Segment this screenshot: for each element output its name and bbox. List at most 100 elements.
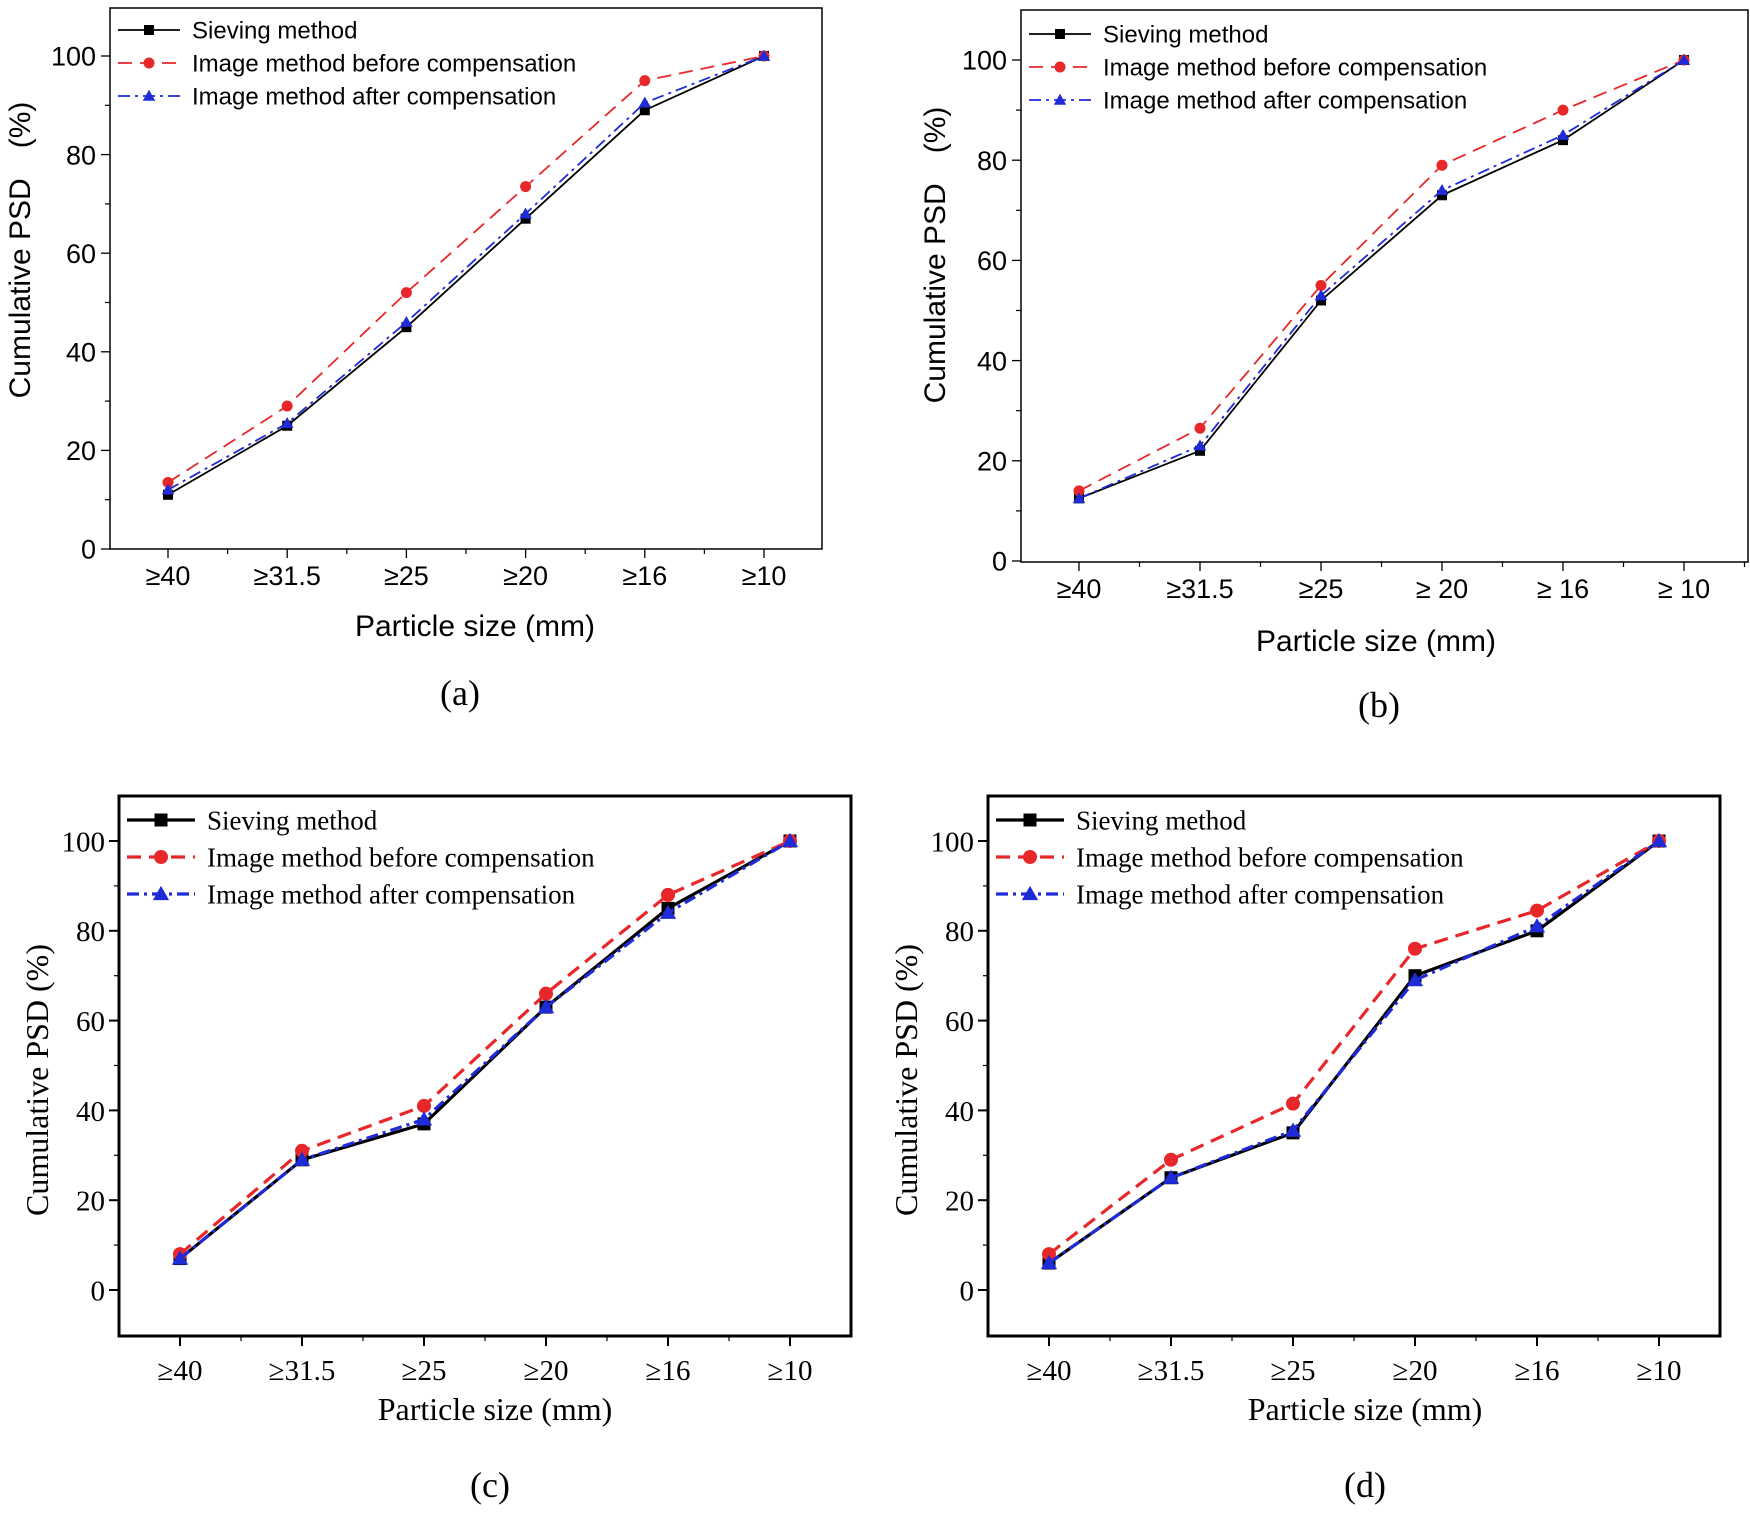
y-tick-label: 60: [66, 239, 96, 269]
y-tick-label: 20: [945, 1186, 974, 1218]
data-point: [161, 483, 175, 495]
x-tick-label: ≥25: [384, 561, 429, 591]
plot-frame: [1020, 9, 1749, 563]
data-point: [1530, 903, 1544, 918]
x-tick-label: ≥31.5: [254, 561, 321, 591]
data-point: [417, 1098, 431, 1113]
legend-label: Image method before compensation: [1103, 55, 1487, 82]
data-point: [1406, 972, 1424, 987]
chart-panel-c: 0 20 40 60 80 100 ≥40 ≥31.5 ≥25 ≥20 ≥16 ≥10 Particle…: [19, 794, 853, 1505]
series-line-3: [1048, 839, 1660, 1265]
data-point: [171, 1250, 189, 1265]
data-point: [1315, 279, 1327, 291]
y-tick-label: 60: [977, 246, 1007, 276]
legend-marker: [1023, 850, 1037, 864]
legend-label: Image method after compensation: [1076, 880, 1445, 910]
x-axis-label: Particle size (mm): [1248, 1391, 1483, 1427]
x-tick-label: ≥31.5: [1166, 574, 1233, 604]
data-point: [638, 96, 652, 108]
legend-label: Sieving method: [1103, 22, 1268, 49]
legend-label: Image method after compensation: [192, 84, 556, 111]
x-tick-label: ≥ 20: [1416, 574, 1468, 604]
data-point: [1436, 159, 1448, 171]
legend-marker: [1055, 29, 1065, 39]
legend-label: Image method after compensation: [207, 880, 576, 910]
y-axis-label: Cumulative PSD (%): [919, 107, 952, 404]
data-point: [1408, 941, 1422, 956]
data-point: [520, 181, 532, 193]
x-axis-label: Particle size (mm): [378, 1391, 613, 1427]
data-point: [661, 887, 675, 902]
y-axis-label: Cumulative PSD (%): [888, 944, 924, 1216]
data-point: [537, 999, 555, 1014]
data-point: [163, 489, 173, 500]
legend-marker: [154, 850, 168, 864]
legend-marker: [1054, 61, 1066, 73]
y-tick-label: 0: [91, 1275, 106, 1307]
x-tick-label: ≥25: [1271, 1355, 1316, 1387]
x-tick-label: ≥10: [742, 561, 787, 591]
data-point: [1162, 1169, 1180, 1184]
y-tick-label: 60: [76, 1006, 105, 1038]
x-tick-label: ≥40: [1027, 1355, 1072, 1387]
x-tick-label: ≥20: [1393, 1355, 1438, 1387]
y-tick-label: 0: [960, 1275, 975, 1307]
data-point: [1040, 1254, 1058, 1270]
data-point: [1072, 492, 1086, 504]
legend-label: Image method after compensation: [1103, 88, 1467, 115]
data-point: [1437, 190, 1447, 201]
x-tick-label: ≥16: [622, 561, 667, 591]
data-point: [293, 1151, 311, 1166]
y-tick-label: 80: [66, 140, 96, 170]
panel-label: (b): [1358, 685, 1400, 725]
legend-label: Sieving method: [1076, 806, 1247, 836]
series-line-3: [178, 839, 791, 1260]
data-point: [1650, 832, 1668, 848]
series-line-2: [178, 839, 791, 1256]
y-tick-label: 40: [76, 1096, 105, 1128]
data-point: [1284, 1122, 1302, 1137]
legend-label: Image method before compensation: [207, 843, 595, 873]
panel-label: (a): [440, 673, 480, 713]
y-tick-label: 60: [945, 1006, 974, 1038]
data-point: [1316, 295, 1326, 306]
data-point: [1164, 1152, 1178, 1167]
legend-marker: [144, 25, 154, 35]
y-axis-label: Cumulative PSD (%): [4, 102, 37, 399]
legend-label: Sieving method: [192, 18, 357, 45]
data-point: [539, 986, 553, 1001]
data-point: [1557, 104, 1569, 116]
data-point: [1314, 289, 1328, 301]
x-tick-label: ≥16: [1515, 1355, 1560, 1387]
x-tick-label: ≥10: [768, 1355, 813, 1387]
data-point: [1042, 1247, 1056, 1262]
x-tick-label: ≥20: [503, 561, 548, 591]
y-tick-label: 20: [977, 447, 1007, 477]
x-tick-label: ≥ 10: [1658, 574, 1710, 604]
y-tick-label: 40: [977, 346, 1007, 376]
x-tick-label: ≥40: [158, 1355, 203, 1387]
data-point: [519, 207, 532, 219]
series-line-3: [1078, 59, 1685, 500]
y-tick-label: 0: [81, 535, 96, 565]
data-point: [1556, 128, 1570, 140]
x-tick-label: ≥31.5: [269, 1355, 336, 1387]
legend-marker: [143, 57, 155, 69]
data-point: [162, 476, 174, 488]
data-point: [401, 322, 412, 333]
y-tick-label: 100: [51, 42, 96, 72]
y-tick-label: 80: [977, 146, 1007, 176]
legend-marker: [154, 813, 168, 827]
x-tick-label: ≥40: [1057, 574, 1102, 604]
x-tick-label: ≥10: [1637, 1355, 1682, 1387]
legend-marker: [152, 885, 170, 901]
series-line-2: [1078, 59, 1685, 492]
legend-label: Image method before compensation: [192, 51, 576, 78]
panel-label: (d): [1344, 1465, 1386, 1505]
data-point: [1558, 135, 1568, 146]
series-line-2: [1048, 839, 1660, 1256]
data-point: [281, 400, 293, 412]
data-point: [280, 417, 294, 428]
data-point: [1677, 53, 1691, 65]
x-axis-label: Particle size (mm): [1256, 625, 1496, 658]
